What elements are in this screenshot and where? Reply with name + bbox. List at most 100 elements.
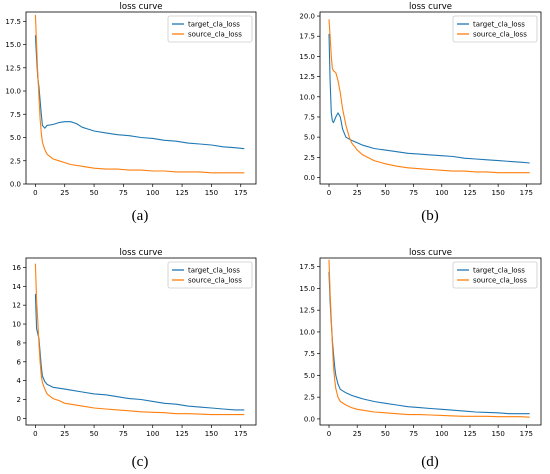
y-tick-label: 12.5	[299, 73, 315, 81]
x-tick-label: 25	[353, 430, 362, 438]
x-tick-label: 100	[146, 430, 159, 438]
y-tick-label: 10.0	[299, 93, 315, 101]
y-tick-label: 0	[17, 415, 21, 423]
x-tick-label: 25	[353, 189, 362, 197]
x-tick-label: 175	[234, 430, 247, 438]
x-tick-label: 25	[60, 430, 69, 438]
y-tick-label: 17.5	[299, 33, 315, 41]
series-line-target_cla_loss	[328, 33, 530, 164]
legend-box	[452, 15, 538, 43]
series-line-target_cla_loss	[34, 293, 245, 411]
y-tick-label: 6	[17, 358, 22, 366]
y-tick-label: 14	[12, 283, 21, 291]
y-tick-label: 10.0	[5, 88, 21, 96]
x-tick-label: 0	[33, 189, 37, 197]
legend-label: target_cla_loss	[473, 21, 525, 29]
y-tick-label: 5.0	[10, 134, 21, 142]
x-tick-label: 75	[119, 189, 128, 197]
chart-title: loss curve	[120, 2, 163, 12]
x-tick-label: 100	[435, 189, 448, 197]
x-tick-label: 150	[205, 430, 218, 438]
legend-box	[167, 261, 253, 289]
y-tick-label: 17.5	[5, 18, 21, 26]
chart-panel-3: loss curve 0 25 50 75 100 125 150 175 0.0 2.5 5.0 7.…	[299, 248, 542, 470]
x-tick-label: 125	[175, 189, 188, 197]
x-tick-label: 50	[90, 189, 99, 197]
panel-caption: (a)	[132, 208, 149, 224]
legend-box	[167, 15, 253, 43]
y-tick-label: 15.0	[299, 53, 315, 61]
legend-label: source_cla_loss	[473, 277, 527, 285]
y-tick-label: 16	[12, 264, 21, 272]
x-tick-label: 50	[90, 430, 99, 438]
legend-label: target_cla_loss	[188, 21, 240, 29]
y-tick-label: 0.0	[304, 174, 315, 182]
chart-title: loss curve	[409, 248, 452, 258]
series-line-source_cla_loss	[34, 263, 245, 416]
axes-frame	[319, 257, 542, 426]
chart-title: loss curve	[120, 248, 163, 258]
x-tick-label: 75	[119, 430, 128, 438]
y-tick-label: 20.0	[299, 13, 315, 21]
x-tick-label: 75	[409, 189, 418, 197]
x-tick-label: 125	[463, 430, 476, 438]
y-tick-label: 10.0	[299, 328, 315, 336]
panel-caption: (b)	[421, 208, 439, 224]
x-tick-label: 75	[409, 430, 418, 438]
series-line-target_cla_loss	[34, 35, 245, 150]
y-tick-label: 12.5	[5, 64, 21, 72]
series-line-source_cla_loss	[328, 19, 530, 174]
legend-label: target_cla_loss	[473, 267, 525, 275]
chart-panel-2: loss curve 0 25 50 75 100 125 150 175 0 2 4 6 8 10 12 14…	[12, 248, 257, 470]
chart-panel-1: loss curve 0 25 50 75 100 125 150 175 0.0 2.5 5.0 7.…	[299, 2, 542, 224]
x-tick-label: 150	[491, 189, 504, 197]
y-tick-label: 12.5	[299, 307, 315, 315]
x-tick-label: 150	[205, 189, 218, 197]
y-tick-label: 17.5	[299, 263, 315, 271]
x-tick-label: 0	[327, 430, 331, 438]
legend-label: target_cla_loss	[188, 267, 240, 275]
x-tick-label: 25	[60, 189, 69, 197]
series-line-source_cla_loss	[34, 14, 245, 174]
y-tick-label: 7.5	[304, 350, 315, 358]
legend-box	[452, 261, 538, 289]
chart-title: loss curve	[409, 2, 452, 12]
legend-label: source_cla_loss	[473, 31, 527, 39]
y-tick-label: 2.5	[304, 394, 315, 402]
x-tick-label: 125	[175, 430, 188, 438]
y-tick-label: 0.0	[304, 415, 315, 423]
x-tick-label: 125	[463, 189, 476, 197]
x-tick-label: 175	[520, 189, 533, 197]
y-tick-label: 8	[17, 339, 21, 347]
panel-caption: (c)	[132, 454, 149, 470]
y-tick-label: 2.5	[304, 154, 315, 162]
y-tick-label: 10	[12, 321, 21, 329]
y-tick-label: 15.0	[299, 285, 315, 293]
x-tick-label: 150	[491, 430, 504, 438]
y-tick-label: 12	[12, 302, 21, 310]
x-tick-label: 100	[435, 430, 448, 438]
y-tick-label: 4	[17, 377, 22, 385]
x-tick-label: 50	[381, 430, 390, 438]
axes-frame	[25, 257, 257, 426]
chart-panel-0: loss curve 0 25 50 75 100 125 150 175 0.0 2.5 5.0 7.…	[5, 2, 257, 224]
y-tick-label: 7.5	[304, 113, 315, 121]
y-tick-label: 0.0	[10, 181, 21, 189]
axes-frame	[319, 11, 542, 185]
y-tick-label: 5.0	[304, 372, 315, 380]
x-tick-label: 175	[520, 430, 533, 438]
x-tick-label: 0	[327, 189, 331, 197]
x-tick-label: 50	[381, 189, 390, 197]
y-tick-label: 2.5	[10, 157, 21, 165]
y-tick-label: 15.0	[5, 41, 21, 49]
x-tick-label: 0	[33, 430, 37, 438]
panel-caption: (d)	[421, 454, 439, 470]
legend-label: source_cla_loss	[188, 31, 242, 39]
x-tick-label: 100	[146, 189, 159, 197]
legend-label: source_cla_loss	[188, 277, 242, 285]
series-line-target_cla_loss	[328, 271, 530, 415]
x-tick-label: 175	[234, 189, 247, 197]
axes-frame	[25, 11, 257, 185]
y-tick-label: 5.0	[304, 134, 315, 142]
